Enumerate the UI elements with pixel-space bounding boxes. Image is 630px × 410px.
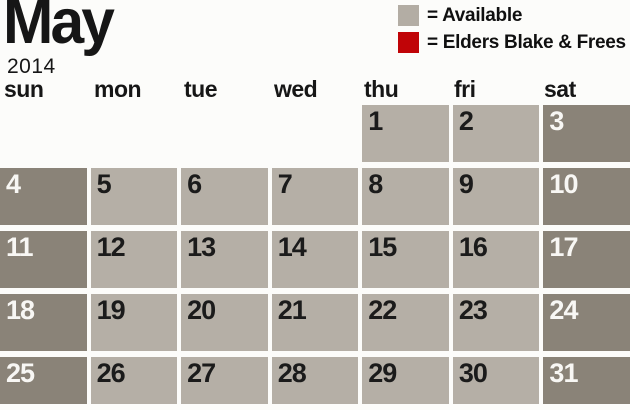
day-cell-23: 23 [452, 294, 540, 351]
day-cell-10: 10 [543, 168, 630, 225]
day-cell-14: 14 [271, 231, 359, 288]
day-cell-20: 20 [181, 294, 268, 351]
legend-booked-label: = Elders Blake & Frees [427, 31, 626, 53]
day-cell-29: 29 [362, 357, 449, 404]
day-cell-25: 25 [0, 357, 87, 404]
day-cell-24: 24 [543, 294, 630, 351]
day-cell-26: 26 [90, 357, 178, 404]
day-cell-19: 19 [90, 294, 178, 351]
day-cell-11: 11 [0, 231, 87, 288]
month-title: May [3, 0, 115, 57]
weekday-header-sat: sat [544, 76, 576, 102]
day-cell-2: 2 [452, 105, 540, 162]
empty-cell [91, 105, 178, 162]
weekday-header-thu: thu [364, 76, 399, 102]
legend-available-label: = Available [427, 4, 523, 26]
day-cell-28: 28 [271, 357, 359, 404]
day-cell-30: 30 [452, 357, 540, 404]
weekday-header-wed: wed [274, 76, 318, 102]
calendar-grid: 1 2 3 4 5 6 7 8 9 10 11 12 13 14 15 16 17 18 19 20 21 22 23 24 2… [0, 105, 630, 404]
day-cell-9: 9 [452, 168, 540, 225]
day-cell-22: 22 [362, 294, 449, 351]
day-cell-21: 21 [271, 294, 359, 351]
day-cell-12: 12 [90, 231, 178, 288]
booked-swatch-icon [398, 32, 419, 53]
weekday-header-fri: fri [454, 76, 476, 102]
day-cell-8: 8 [362, 168, 449, 225]
day-cell-5: 5 [90, 168, 178, 225]
day-cell-7: 7 [271, 168, 359, 225]
day-cell-27: 27 [181, 357, 268, 404]
weekday-header-mon: mon [94, 76, 142, 102]
available-swatch-icon [398, 5, 419, 26]
day-cell-4: 4 [0, 168, 87, 225]
weekday-header-sun: sun [4, 76, 44, 102]
legend-item-available: = Available [398, 2, 626, 29]
legend: = Available = Elders Blake & Frees [398, 2, 626, 56]
weekday-header-tue: tue [184, 76, 218, 102]
year-label: 2014 [7, 55, 56, 78]
weekday-header-row: sun mon tue wed thu fri sat [0, 76, 630, 104]
day-cell-31: 31 [543, 357, 630, 404]
empty-cell [272, 105, 359, 162]
day-cell-17: 17 [543, 231, 630, 288]
day-cell-6: 6 [181, 168, 268, 225]
legend-item-booked: = Elders Blake & Frees [398, 29, 626, 56]
day-cell-18: 18 [0, 294, 87, 351]
empty-cell [0, 105, 87, 162]
day-cell-1: 1 [362, 105, 449, 162]
day-cell-3: 3 [543, 105, 630, 162]
day-cell-15: 15 [362, 231, 449, 288]
day-cell-16: 16 [452, 231, 540, 288]
day-cell-13: 13 [181, 231, 268, 288]
empty-cell [181, 105, 268, 162]
